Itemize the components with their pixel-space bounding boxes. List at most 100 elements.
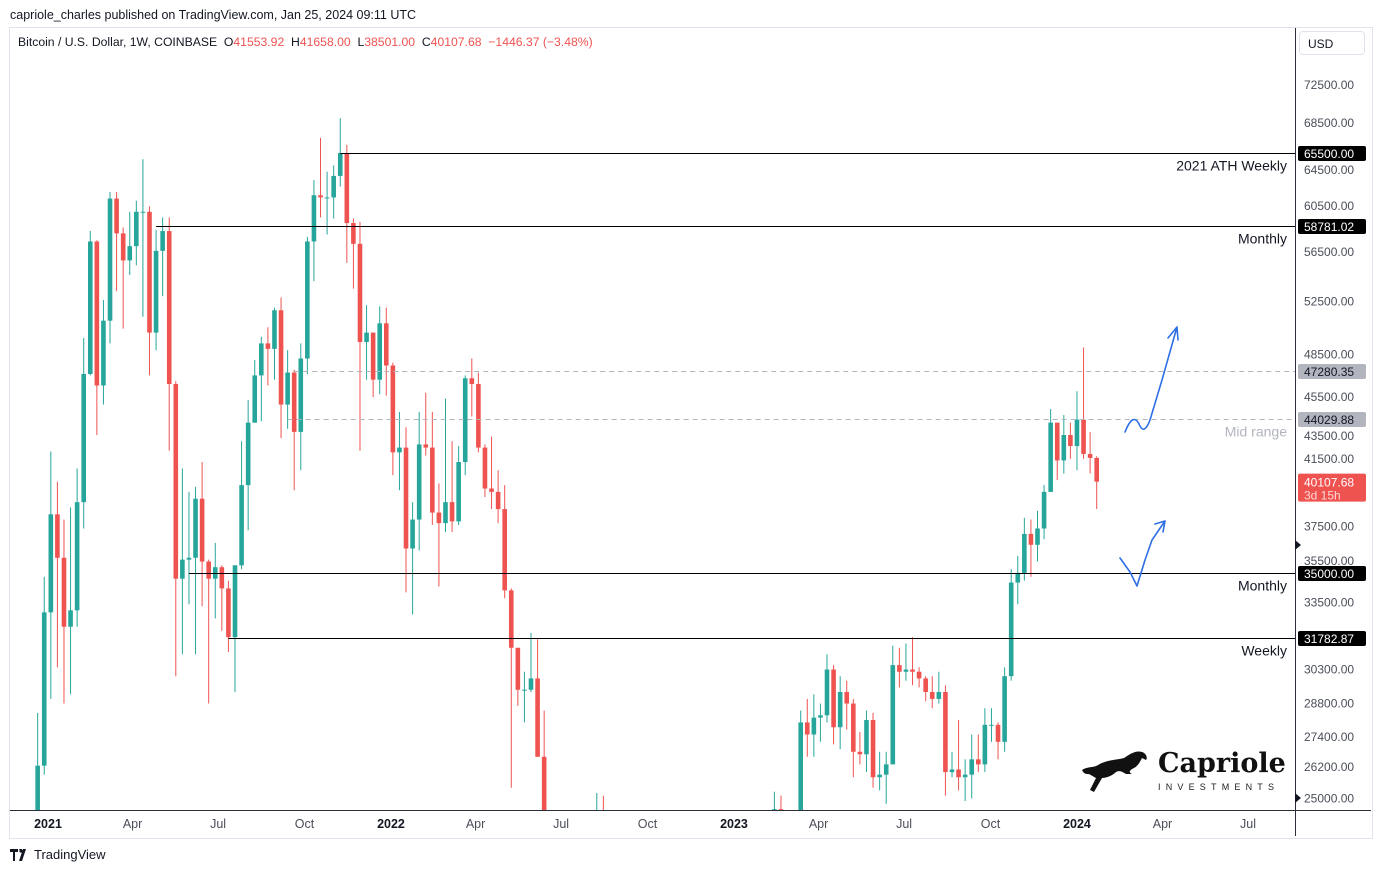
candle-body	[166, 231, 172, 385]
candle-body	[35, 765, 40, 810]
tradingview-footer[interactable]: TradingView	[10, 847, 106, 862]
last-price-tag	[1298, 473, 1366, 502]
candle-body	[837, 692, 843, 728]
candle-body	[995, 724, 1001, 742]
candle-body	[377, 323, 383, 380]
level-price-label: 31782.87	[1304, 632, 1354, 646]
candle-body	[910, 669, 915, 672]
logo-subtitle: INVESTMENTS	[1158, 782, 1280, 792]
candle-body	[449, 502, 455, 522]
candle-body	[1015, 572, 1021, 583]
price-tick-label: 37500.00	[1304, 520, 1354, 534]
level-text: Monthly	[1238, 231, 1287, 247]
time-tick-label: Apr	[809, 817, 828, 831]
footer-brand: TradingView	[34, 847, 106, 862]
candle-body	[120, 233, 126, 261]
candle-body	[956, 769, 961, 778]
candle-body	[962, 774, 968, 778]
candle-body	[476, 384, 481, 448]
candle-body	[87, 241, 93, 374]
candle-body	[410, 519, 415, 549]
candle-body	[383, 323, 389, 366]
candle-body	[55, 514, 60, 558]
candle-body	[528, 678, 534, 690]
currency-button[interactable]: USD	[1299, 31, 1365, 55]
candle-body	[462, 378, 468, 463]
candle-body	[337, 153, 343, 176]
close-label: C	[421, 35, 431, 49]
candle-body	[199, 498, 205, 562]
level-price-tag	[1298, 146, 1366, 161]
candle-body	[298, 358, 304, 432]
price-tick-label: 25000.00	[1304, 791, 1354, 805]
candle-body	[772, 809, 777, 811]
candle-body	[851, 703, 856, 752]
price-tick-label: 48500.00	[1304, 347, 1354, 361]
time-tick-label: Oct	[981, 817, 1001, 831]
candle-body	[403, 447, 409, 549]
candle-body	[824, 669, 830, 716]
candle-body	[318, 195, 323, 198]
bounce-arrow-drawing[interactable]	[1119, 520, 1166, 587]
candle-body	[351, 223, 356, 244]
time-tick-label: 2022	[377, 817, 405, 831]
candle-body	[173, 384, 179, 579]
candle-body	[153, 250, 159, 333]
candle-body	[831, 669, 836, 728]
candle-body	[1068, 434, 1073, 446]
candle-body	[252, 375, 258, 423]
upward-arrow-drawing[interactable]	[1124, 326, 1179, 433]
candle-body	[936, 692, 942, 699]
level-price-tag	[1298, 219, 1366, 234]
candle-body	[989, 724, 994, 726]
price-tick-label: 45500.00	[1304, 390, 1354, 404]
plot-area[interactable]	[35, 118, 1100, 811]
candle-body	[272, 310, 277, 349]
publish-line: capriole_charles published on TradingVie…	[10, 8, 417, 22]
symbol-title: Bitcoin / U.S. Dollar, 1W, COINBASE	[18, 35, 218, 49]
level-price-tag	[1298, 631, 1366, 646]
price-tick-label: 28800.00	[1304, 697, 1354, 711]
time-tick-label: Jul	[553, 817, 569, 831]
ohlc-legend: Bitcoin / U.S. Dollar, 1W, COINBASE O415…	[18, 35, 593, 49]
change-value: −1446.37 (−3.48%)	[488, 35, 593, 49]
candle-body	[364, 332, 369, 343]
price-tick-label: 64500.00	[1304, 163, 1354, 177]
candle-body	[811, 717, 817, 735]
candle-body	[370, 332, 376, 380]
candle-body	[522, 689, 527, 691]
candle-body	[127, 246, 133, 261]
time-tick-label: 2021	[34, 817, 62, 831]
horse-icon	[1082, 751, 1147, 792]
candle-body	[48, 514, 54, 613]
candle-body	[324, 197, 330, 199]
candle-body	[226, 588, 231, 638]
level-price-label: 35000.00	[1304, 567, 1354, 581]
close-value: 40107.68	[430, 35, 482, 49]
candle-body	[515, 647, 521, 690]
candle-body	[147, 211, 152, 333]
candle-body	[897, 665, 902, 672]
logo-name: Capriole	[1158, 748, 1286, 779]
price-tick-label: 43500.00	[1304, 429, 1354, 443]
price-tick-label: 52500.00	[1304, 294, 1354, 308]
candle-body	[818, 715, 823, 718]
level-price-label: 44029.88	[1304, 413, 1354, 427]
candle-body	[357, 243, 363, 343]
open-label: O	[223, 35, 234, 49]
candle-body	[916, 671, 922, 679]
candle-body	[180, 559, 185, 579]
candle-body	[883, 764, 889, 775]
open-value: 41553.92	[233, 35, 285, 49]
candle-body	[390, 365, 396, 453]
level-text: 2021 ATH Weekly	[1176, 158, 1287, 174]
candle-body	[430, 447, 435, 513]
time-tick-label: 2023	[720, 817, 748, 831]
level-price-label: 58781.02	[1304, 220, 1354, 234]
level-price-label: 65500.00	[1304, 147, 1354, 161]
candle-body	[982, 724, 988, 765]
candle-body	[259, 343, 264, 376]
candle-body	[245, 422, 251, 486]
price-tick-label: 68500.00	[1304, 116, 1354, 130]
